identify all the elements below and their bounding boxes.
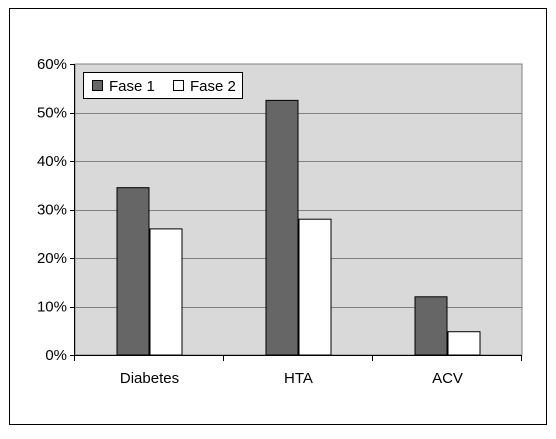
bar-diabetes-fase-2: [149, 228, 183, 356]
bars: [116, 99, 481, 356]
bar-hta-fase-1: [265, 99, 299, 356]
bar-diabetes-fase-1: [116, 187, 150, 356]
bar-hta-fase-2: [298, 218, 332, 356]
x-tick-label: Diabetes: [120, 370, 179, 387]
bar-acv-fase-2: [447, 331, 481, 356]
y-tick-label: 50%: [37, 105, 67, 122]
bar-acv-fase-1: [414, 296, 448, 356]
axes: [70, 64, 522, 361]
legend-swatch-fase-2: [173, 80, 184, 91]
y-tick-label: 0%: [45, 347, 67, 364]
legend-label-fase-1: Fase 1: [109, 78, 155, 95]
legend-box: [83, 72, 243, 99]
legend-label-fase-2: Fase 2: [190, 78, 236, 95]
y-tick-label: 40%: [37, 153, 67, 170]
y-tick-label: 30%: [37, 202, 67, 219]
legend: Fase 1 Fase 2: [83, 72, 243, 99]
y-tick-label: 10%: [37, 299, 67, 316]
x-axis-tick-labels: Diabetes HTA ACV: [120, 370, 463, 387]
x-tick-label: HTA: [284, 370, 313, 387]
legend-swatch-fase-1: [92, 80, 103, 91]
x-tick-label: ACV: [432, 370, 463, 387]
y-tick-label: 60%: [37, 56, 67, 73]
y-axis-tick-labels: 0% 10% 20% 30% 40% 50% 60%: [37, 56, 67, 364]
y-tick-label: 20%: [37, 250, 67, 267]
